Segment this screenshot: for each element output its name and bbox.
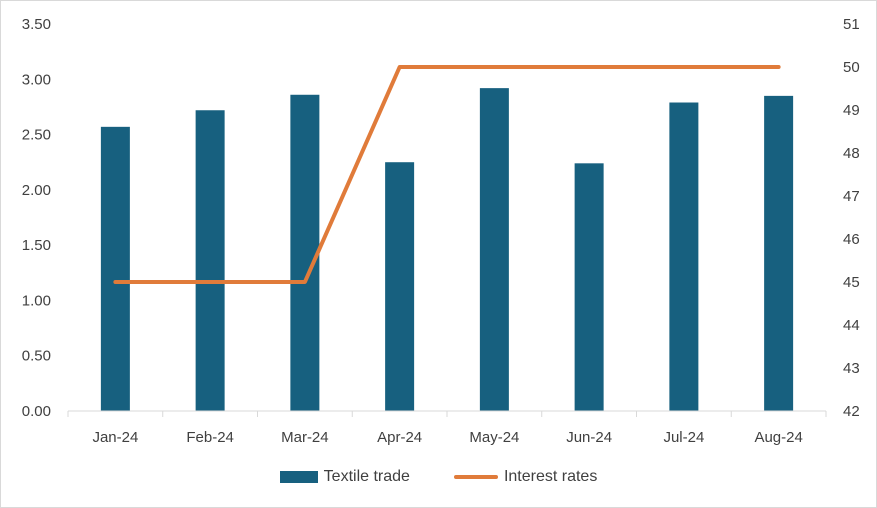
legend-label-line: Interest rates [503,468,598,485]
line-interest-rates [113,65,781,284]
left-axis-tick-label: 0.50 [22,348,51,365]
right-axis-tick-label: 51 [843,16,860,33]
legend-item-line: Interest rates [453,468,598,486]
right-axis-tick-label: 47 [843,188,860,205]
right-axis-tick-label: 43 [843,360,860,377]
chart-legend: Textile trade Interest rates [0,466,877,488]
legend-item-bar: Textile trade [279,468,410,486]
right-axis-tick-label: 45 [843,274,860,291]
x-axis-tick-label: Aug-24 [754,429,802,446]
bar-textile-trade [669,102,699,412]
left-axis-tick-label: 2.50 [22,127,51,144]
x-axis-tick-label: May-24 [469,429,519,446]
right-axis-tick-label: 50 [843,59,860,76]
right-axis-tick-label: 44 [843,317,860,334]
left-axis-tick-label: 3.00 [22,71,51,88]
left-axis-tick-label: 1.00 [22,292,51,309]
left-axis-tick-label: 1.50 [22,237,51,254]
bar-textile-trade [195,110,225,411]
bar-textile-trade [479,88,509,411]
legend-label-bar: Textile trade [323,468,410,485]
legend-swatch-bar [279,471,318,483]
x-axis-tick-label: Feb-24 [186,429,234,446]
x-axis-tick-label: Jan-24 [92,429,138,446]
bar-textile-trade [574,163,604,411]
right-axis-tick-label: 42 [843,403,860,420]
left-axis-tick-label: 0.00 [22,403,51,420]
right-axis-tick-label: 46 [843,231,860,248]
bar-textile-trade [385,162,415,411]
x-axis-tick-label: Apr-24 [377,429,422,446]
combo-chart: 0.00 0.50 1.00 1.50 2.00 2.50 3.00 3.50 42 43 44 45… [22,16,860,446]
x-axis-tick-label: Mar-24 [281,429,329,446]
right-axis-tick-label: 49 [843,102,860,119]
left-axis-tick-label: 2.00 [22,182,51,199]
left-axis-tick-label: 3.50 [22,16,51,33]
bar-textile-trade [290,94,320,411]
bar-textile-trade [764,95,794,411]
x-axis-tick-label: Jun-24 [566,429,612,446]
bar-textile-trade [100,126,130,412]
legend-swatch-line [453,475,498,479]
x-axis-tick-label: Jul-24 [663,429,704,446]
right-axis-tick-label: 48 [843,145,860,162]
